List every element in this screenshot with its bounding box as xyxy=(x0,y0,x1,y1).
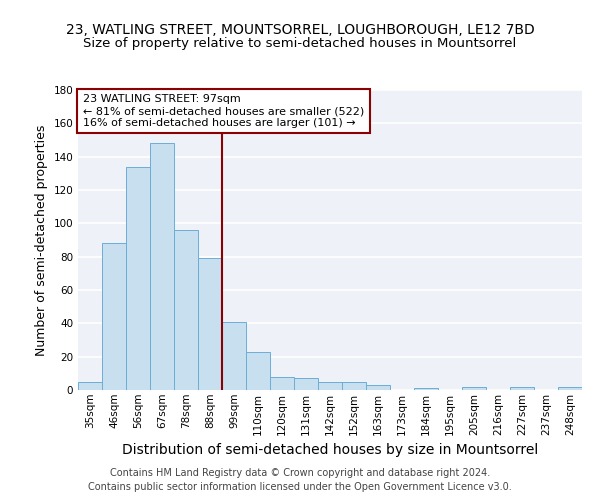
Text: Size of property relative to semi-detached houses in Mountsorrel: Size of property relative to semi-detach… xyxy=(83,38,517,51)
Text: Contains HM Land Registry data © Crown copyright and database right 2024.: Contains HM Land Registry data © Crown c… xyxy=(110,468,490,477)
Bar xyxy=(294,378,318,390)
Bar xyxy=(150,144,174,390)
Bar xyxy=(366,385,390,390)
X-axis label: Distribution of semi-detached houses by size in Mountsorrel: Distribution of semi-detached houses by … xyxy=(122,443,538,457)
Bar xyxy=(126,166,150,390)
Bar xyxy=(510,386,534,390)
Y-axis label: Number of semi-detached properties: Number of semi-detached properties xyxy=(35,124,48,356)
Bar xyxy=(246,352,270,390)
Bar xyxy=(174,230,198,390)
Bar xyxy=(102,244,126,390)
Text: 23 WATLING STREET: 97sqm
← 81% of semi-detached houses are smaller (522)
16% of : 23 WATLING STREET: 97sqm ← 81% of semi-d… xyxy=(83,94,364,128)
Text: Contains public sector information licensed under the Open Government Licence v3: Contains public sector information licen… xyxy=(88,482,512,492)
Text: 23, WATLING STREET, MOUNTSORREL, LOUGHBOROUGH, LE12 7BD: 23, WATLING STREET, MOUNTSORREL, LOUGHBO… xyxy=(65,22,535,36)
Bar xyxy=(222,322,246,390)
Bar xyxy=(318,382,342,390)
Bar xyxy=(342,382,366,390)
Bar xyxy=(414,388,438,390)
Bar xyxy=(270,376,294,390)
Bar xyxy=(462,386,486,390)
Bar xyxy=(78,382,102,390)
Bar xyxy=(198,258,222,390)
Bar xyxy=(558,386,582,390)
